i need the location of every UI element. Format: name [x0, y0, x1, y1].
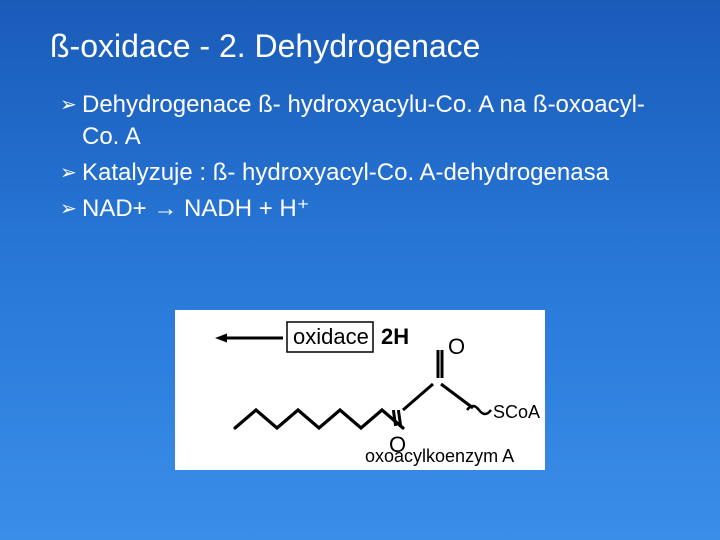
svg-text:SCoA: SCoA	[493, 402, 540, 422]
chemistry-svg: oxidace2HOOSCoAoxoacylkoenzym A	[175, 310, 545, 470]
slide-title: ß-oxidace - 2. Dehydrogenace	[50, 28, 670, 65]
bullet-text: Katalyzuje : ß- hydroxyacyl-Co. A-dehydr…	[82, 157, 609, 189]
bullet-marker-icon: ➢	[60, 157, 82, 189]
svg-text:O: O	[448, 334, 465, 359]
bullet-text: Dehydrogenace ß- hydroxyacylu-Co. A na ß…	[82, 89, 670, 153]
bullet-marker-icon: ➢	[60, 89, 82, 121]
svg-text:oxoacylkoenzym A: oxoacylkoenzym A	[365, 446, 514, 466]
bullet-list: ➢ Dehydrogenace ß- hydroxyacylu-Co. A na…	[0, 89, 720, 225]
chemistry-figure: oxidace2HOOSCoAoxoacylkoenzym A	[175, 310, 545, 470]
svg-text:2H: 2H	[381, 324, 409, 349]
bullet-item: ➢ NAD+ → NADH + H⁺	[60, 193, 670, 225]
bullet-item: ➢ Dehydrogenace ß- hydroxyacylu-Co. A na…	[60, 89, 670, 153]
bullet-text: NAD+ → NADH + H⁺	[82, 193, 309, 225]
bullet-item: ➢ Katalyzuje : ß- hydroxyacyl-Co. A-dehy…	[60, 157, 670, 189]
bullet-marker-icon: ➢	[60, 193, 82, 225]
svg-text:oxidace: oxidace	[293, 324, 369, 349]
